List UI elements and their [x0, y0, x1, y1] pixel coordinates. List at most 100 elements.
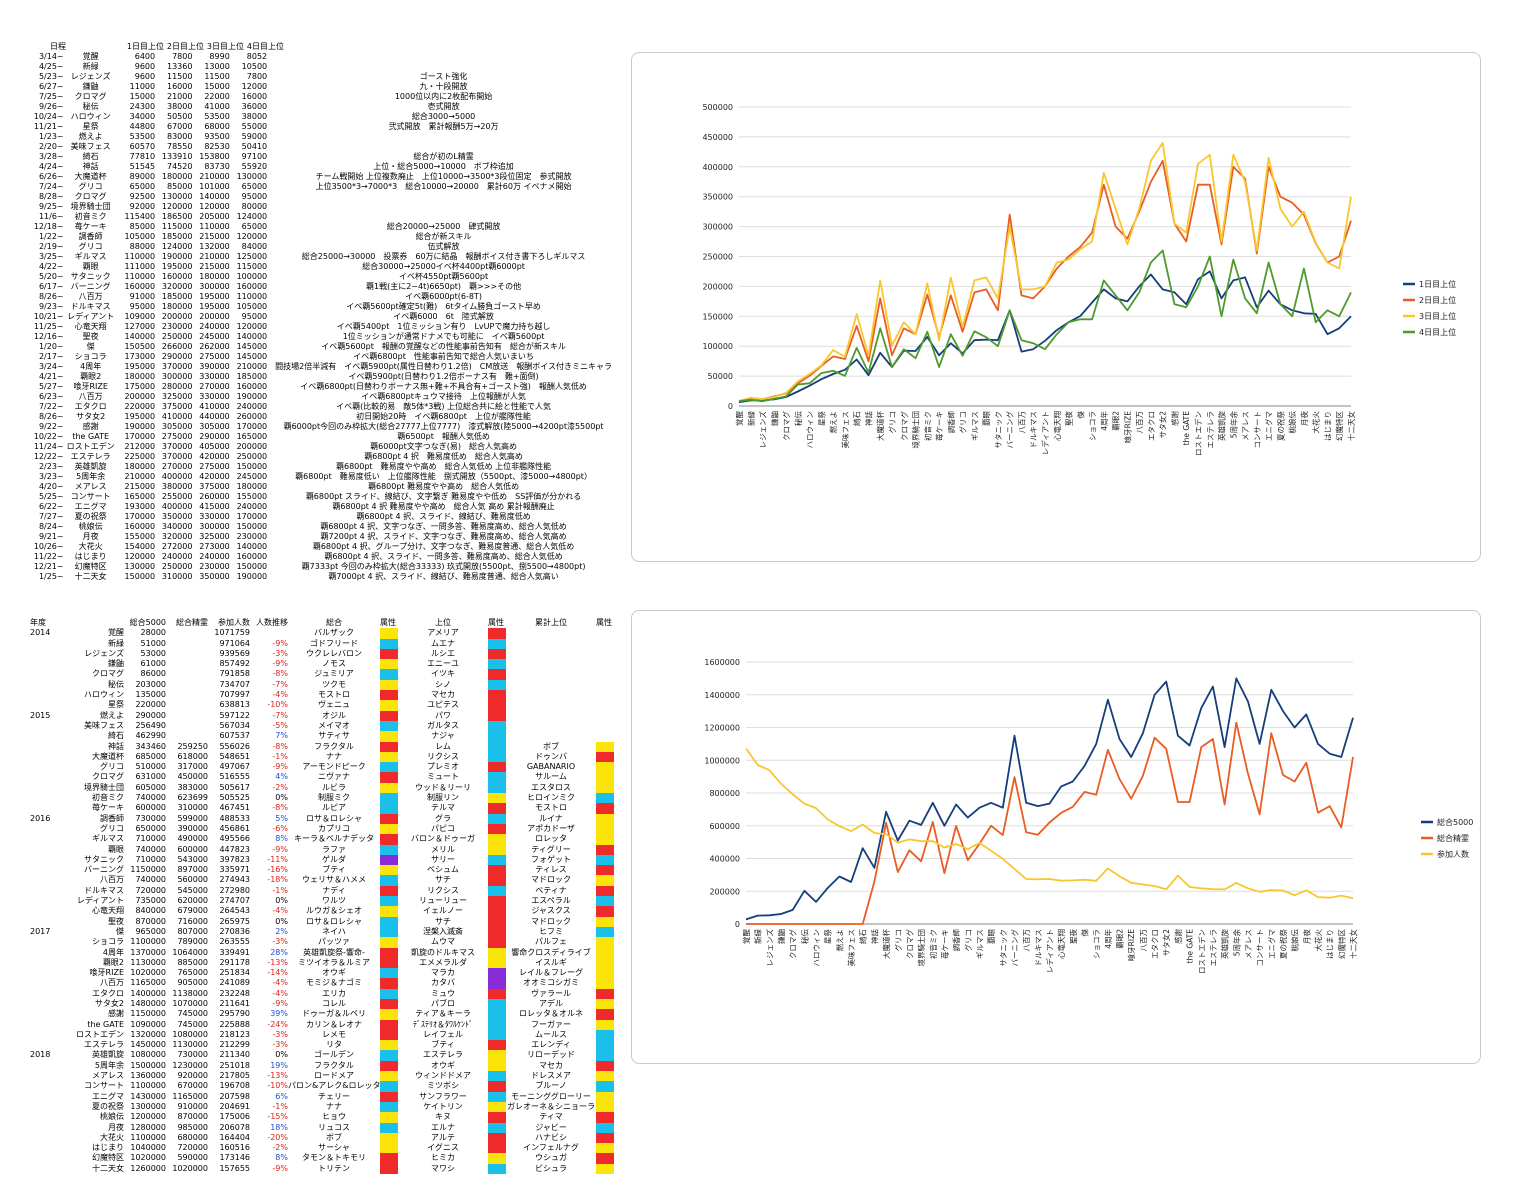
attribute-swatch [380, 885, 398, 897]
row-date: 1/25~ [38, 572, 64, 581]
row-event-name: 大花火 [100, 1132, 124, 1142]
attribute-cell [596, 649, 614, 659]
row-event-name: コンサート [70, 492, 111, 501]
attribute-swatch [488, 875, 506, 886]
header-date: 日程 [50, 42, 66, 51]
row-date: 9/23~ [38, 302, 64, 311]
row-date: 4/20~ [38, 482, 64, 491]
row-date: 6/27~ [38, 82, 64, 91]
row-value: 115000 [161, 222, 193, 231]
table-row: 覇眼2 1130000 885000 291178 -13% ミツイオラ＆ルミア エメメラル… [30, 957, 620, 969]
x-tick-label: ギルマス [970, 411, 979, 441]
row-event-name: 綺石 [108, 731, 124, 741]
attribute-cell [596, 772, 614, 783]
row-value: 280000 [161, 382, 193, 391]
table-row: 9/23~ ドルキマス 95000 180000 195000 105000 イベ覇5600… [30, 302, 620, 312]
x-tick-label: エタクロ [1147, 411, 1156, 441]
row-note: イベ覇6800pt 性能事前告知で総合人気いまいち [353, 352, 534, 361]
row-trend: -15% [267, 1112, 288, 1122]
row-value: 83730 [204, 162, 230, 171]
row-value: 130000 [236, 172, 268, 181]
row-value: 260000 [236, 412, 268, 421]
row-total5000: 1200000 [130, 1112, 166, 1122]
table-row: 11/24~ ロストエデン 212000 370000 405000 200000 覇600… [30, 442, 620, 452]
row-total-name: サーシャ [318, 1143, 350, 1153]
row-total5000: 61000 [140, 659, 166, 669]
table-row: ショコラ 1100000 789000 263555 -3% パッツァ ムウマ パルフェ [30, 937, 620, 948]
attribute-cell [596, 700, 614, 710]
attribute-cell [380, 823, 398, 835]
x-tick-label: ギルマス [975, 929, 984, 959]
row-note: 覇6800pt 4 択、スライド、線結び、難易度低め [356, 512, 531, 521]
row-total5000: 256490 [135, 720, 166, 730]
row-cumulative-name: ティマ [539, 1112, 563, 1122]
row-year [30, 855, 60, 865]
x-tick-label: 秘伝 [793, 411, 803, 426]
row-participants: 638813 [219, 700, 250, 710]
attribute-cell [488, 844, 506, 855]
row-trend: -1% [272, 751, 288, 761]
attribute-swatch [596, 998, 614, 1010]
row-total-name: ナディ [322, 885, 346, 895]
row-cumulative-name: ボブ [543, 741, 559, 751]
attribute-swatch [380, 1081, 398, 1092]
row-value: 165000 [236, 432, 268, 441]
x-tick-label: 八百万 [1139, 929, 1148, 952]
row-value: 215000 [199, 232, 230, 241]
row-event-name: 燃えよ [78, 132, 103, 141]
row-value: 225000 [124, 452, 156, 461]
row-trend: 0% [275, 916, 288, 926]
row-cumulative-name: アデル [539, 998, 563, 1008]
row-event-name: 英雄凱旋 [92, 1050, 124, 1060]
row-year [30, 783, 60, 793]
row-total-spirit: 745000 [177, 1019, 208, 1029]
row-participants: 1071759 [214, 628, 250, 638]
row-participants: 397823 [219, 854, 250, 864]
row-value: 11500 [204, 72, 230, 81]
row-total-name: ウクレレバロン [306, 648, 362, 658]
row-total-name: オウギ [322, 968, 346, 978]
attribute-swatch [380, 988, 398, 999]
x-tick-label: レジェンズ [764, 929, 774, 967]
x-tick-label: 神話 [869, 929, 879, 944]
event-border-table: 日程 1日目上位 2日目上位 3日目上位 4日目上位 3/14~ 覚醒 6400 7800 899… [30, 42, 620, 582]
row-upper-name: ムウマ [431, 937, 455, 947]
row-total-spirit: 789000 [177, 937, 208, 947]
row-value: 272000 [161, 542, 193, 551]
x-tick-label: 聖夜 [1068, 929, 1078, 944]
row-trend: -9% [272, 638, 288, 648]
row-event-name: グリコ [78, 242, 103, 251]
row-value: 195000 [199, 302, 230, 311]
attribute-cell [380, 679, 398, 691]
attribute-cell [380, 782, 398, 794]
row-event-name: 調香師 [78, 232, 103, 241]
row-event-name: 4周年 [80, 362, 102, 371]
row-date: 7/22~ [38, 402, 64, 411]
row-cumulative-name [506, 628, 596, 638]
row-date: 4/21~ [38, 372, 64, 381]
row-value: 115400 [124, 212, 156, 221]
table-row: メアレス 1360000 920000 217805 -13% ロードメア ウィンドドメア ド… [30, 1071, 620, 1082]
table-row: 7/24~ グリコ 65000 85000 101000 65000 上位3500*3→70… [30, 182, 620, 192]
row-value: 290000 [161, 352, 193, 361]
row-cumulative-name: パルフェ [535, 937, 567, 947]
x-tick-label: 桃娘伝 [1287, 411, 1297, 434]
header-attr: 属性 [380, 618, 396, 627]
row-upper-name: リューリュー [419, 896, 467, 906]
row-year: 2018 [30, 1050, 51, 1060]
legend-label: 4日目上位 [1419, 327, 1456, 337]
row-date: 3/24~ [38, 362, 64, 371]
table-row: 夏の祝祭 1300000 910000 204691 -1% ナナ ケイトリン ガレオーネ＆シ… [30, 1101, 620, 1113]
row-value: 185000 [161, 292, 193, 301]
attribute-cell [488, 782, 506, 794]
row-total5000: 870000 [135, 916, 166, 926]
row-trend: 4% [275, 772, 288, 782]
x-tick-label: ショコラ [1088, 411, 1097, 441]
attribute-cell [380, 916, 398, 927]
row-year [30, 803, 60, 813]
attribute-cell [596, 957, 614, 969]
row-upper-name: イェルノー [423, 906, 463, 916]
table-row: 9/25~ 境界騎士団 92000 120000 120000 80000 [30, 202, 620, 212]
row-upper-name: パブロ [431, 998, 455, 1008]
attribute-cell [380, 741, 398, 752]
